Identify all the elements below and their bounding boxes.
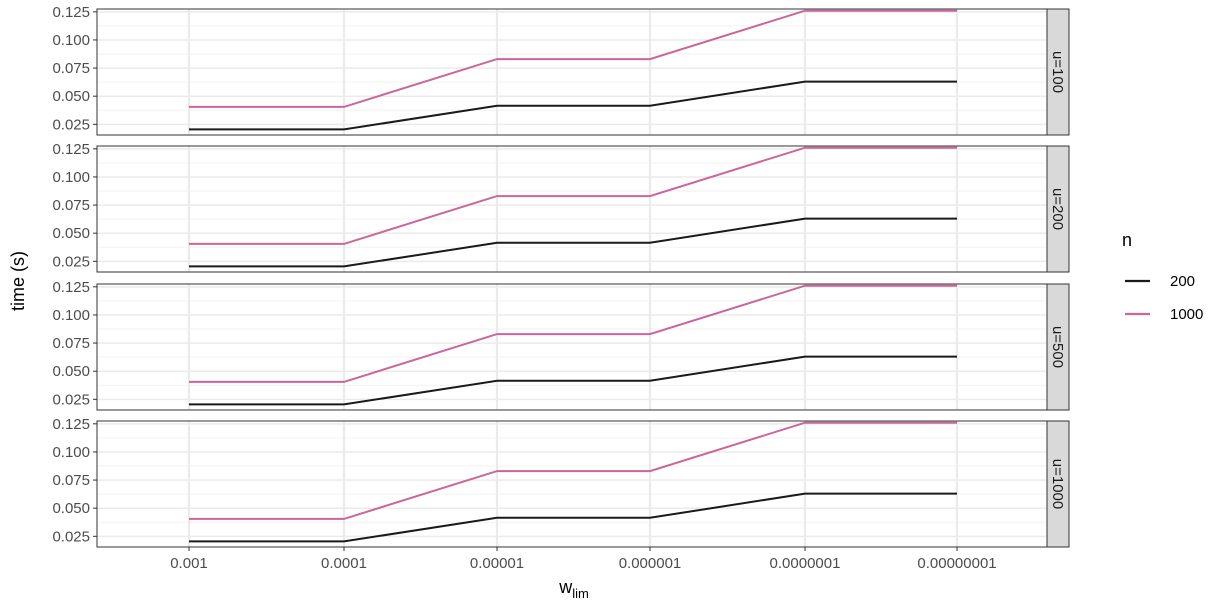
x-tick-label: 0.001 xyxy=(170,555,208,572)
y-tick-label: 0.100 xyxy=(52,32,90,49)
y-tick-label: 0.025 xyxy=(52,528,90,545)
facet-panel: 0.025 0.050 0.075 0.100 0.125 u=1000 xyxy=(52,416,1070,548)
y-tick-label: 0.025 xyxy=(52,253,90,270)
y-axis-title: time (s) xyxy=(8,251,28,311)
series-line-200 xyxy=(189,80,957,131)
y-tick-label: 0.125 xyxy=(52,279,90,296)
facet-strip xyxy=(1046,8,1070,136)
facet-panel: 0.025 0.050 0.075 0.100 0.125 u=200 xyxy=(52,141,1070,273)
x-tick-label: 0.00001 xyxy=(470,555,524,572)
series-line-200 xyxy=(189,492,957,543)
legend-entries: 200 1000 xyxy=(1125,273,1203,323)
y-tick-label: 0.125 xyxy=(52,416,90,433)
x-tick-label: 0.000001 xyxy=(619,555,682,572)
x-tick-label: 0.0001 xyxy=(321,555,367,572)
x-axis-title-main: w xyxy=(558,577,573,597)
y-tick-label: 0.125 xyxy=(52,141,90,158)
x-axis-title-subscript: lim xyxy=(572,586,589,601)
series-line-1000 xyxy=(189,421,957,520)
facet-strip-label: u=100 xyxy=(1049,51,1066,93)
panel-background xyxy=(97,421,1047,547)
facet-panels: 0.025 0.050 0.075 0.100 0.125 u=100 0.025 0.050… xyxy=(52,4,1070,548)
y-tick-label: 0.100 xyxy=(52,169,90,186)
y-tick-label: 0.050 xyxy=(52,500,90,517)
series-line-1000 xyxy=(189,9,957,108)
legend-label-200: 200 xyxy=(1170,273,1195,290)
x-tick-label: 0.0000001 xyxy=(770,555,841,572)
series-line-1000 xyxy=(189,284,957,383)
facet-strip-label: u=200 xyxy=(1049,188,1066,230)
y-tick-label: 0.075 xyxy=(52,472,90,489)
x-axis: 0.001 0.0001 0.00001 0.000001 0.0000001 0.000… xyxy=(170,547,997,572)
y-tick-label: 0.100 xyxy=(52,444,90,461)
x-axis-title: wlim xyxy=(558,577,589,601)
facet-strip-label: u=1000 xyxy=(1049,459,1066,509)
y-tick-label: 0.075 xyxy=(52,197,90,214)
y-tick-label: 0.075 xyxy=(52,335,90,352)
y-tick-label: 0.025 xyxy=(52,391,90,408)
panel-background xyxy=(97,284,1047,410)
panel-background xyxy=(97,9,1047,135)
series-line-200 xyxy=(189,355,957,406)
facet-strip-label: u=500 xyxy=(1049,326,1066,368)
panel-background xyxy=(97,146,1047,272)
series-line-1000 xyxy=(189,146,957,245)
y-tick-label: 0.075 xyxy=(52,60,90,77)
y-tick-label: 0.025 xyxy=(52,116,90,133)
y-tick-label: 0.100 xyxy=(52,307,90,324)
facet-panel: 0.025 0.050 0.075 0.100 0.125 u=100 xyxy=(52,4,1070,136)
facet-panel: 0.025 0.050 0.075 0.100 0.125 u=500 xyxy=(52,279,1070,411)
legend-label-1000: 1000 xyxy=(1170,306,1203,323)
legend: n 200 1000 xyxy=(1122,230,1203,323)
y-tick-label: 0.125 xyxy=(52,4,90,21)
series-line-200 xyxy=(189,217,957,268)
facet-strip xyxy=(1046,145,1070,273)
x-tick-label: 0.00000001 xyxy=(917,555,996,572)
legend-title: n xyxy=(1122,230,1132,250)
y-tick-label: 0.050 xyxy=(52,363,90,380)
y-tick-label: 0.050 xyxy=(52,88,90,105)
y-tick-label: 0.050 xyxy=(52,225,90,242)
facet-strip xyxy=(1046,283,1070,411)
facet-strip xyxy=(1046,420,1070,548)
